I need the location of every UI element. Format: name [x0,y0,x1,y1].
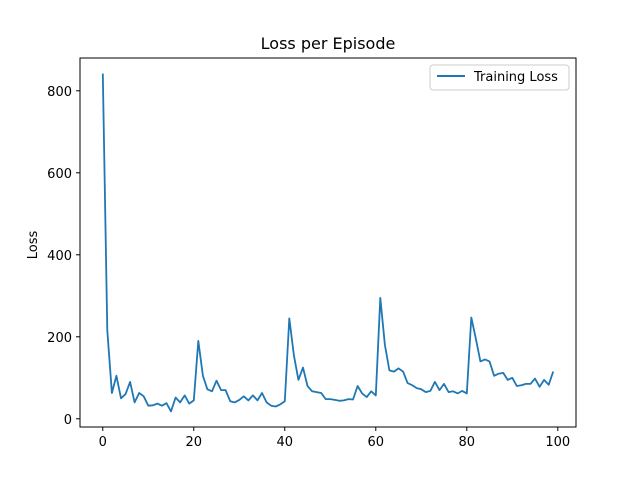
y-tick-label: 400 [47,249,72,264]
y-tick-label: 800 [47,85,72,100]
axes-frame [79,57,577,428]
x-tick-label: 20 [185,435,202,450]
series-line-0 [101,73,555,413]
plot-area [79,57,577,428]
legend: Training Loss [429,64,570,91]
x-tick-label: 60 [368,435,385,450]
y-tick-label: 0 [64,413,72,428]
y-tick-label: 200 [47,331,72,346]
x-tick-label: 100 [545,435,570,450]
chart-title: Loss per Episode [261,34,396,53]
legend-label: Training Loss [473,70,558,85]
x-tick-label: 40 [276,435,293,450]
x-tick-label: 80 [459,435,476,450]
legend-box [429,64,570,91]
y-tick-label: 600 [47,167,72,182]
x-tick-label: 0 [99,435,107,450]
y-axis-label: Loss [26,231,41,260]
axis-ticks: 0 20 40 60 80 100 0 200 400 600 800 [47,85,570,450]
